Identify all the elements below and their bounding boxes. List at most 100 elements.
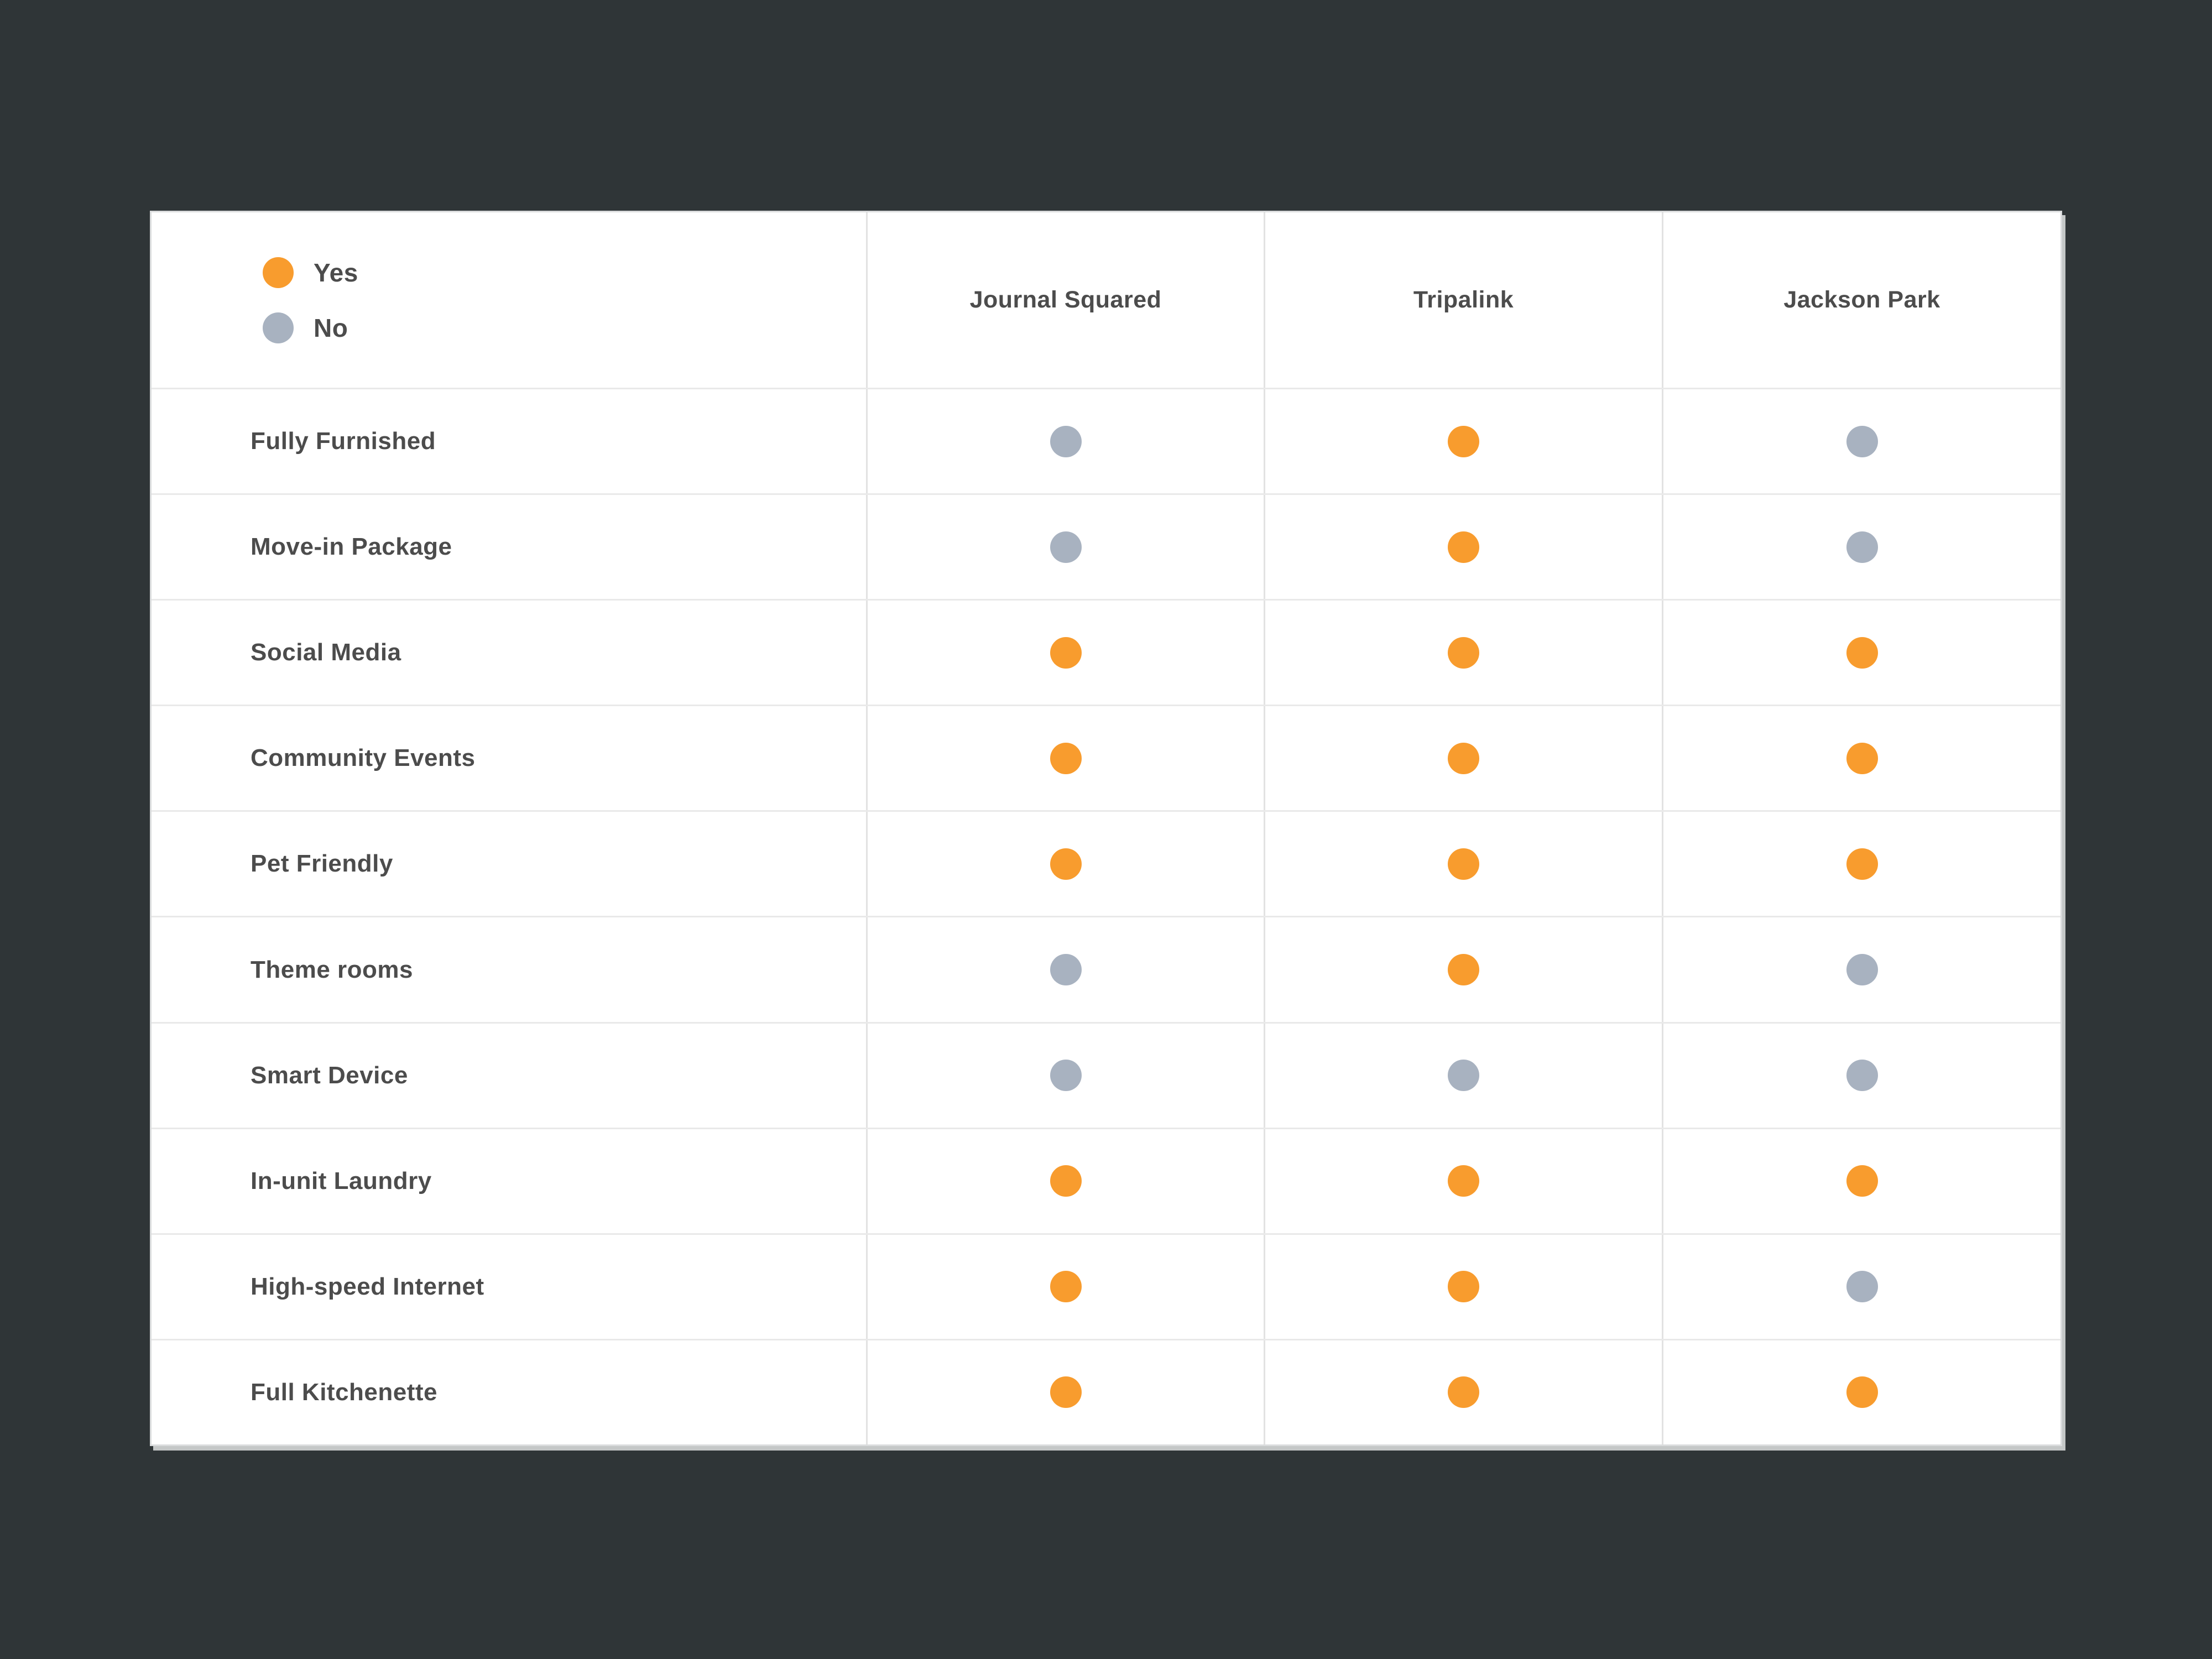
feature-label: Smart Device	[152, 1024, 866, 1128]
status-dot-icon	[1846, 425, 1878, 457]
table-row: Social Media	[152, 599, 2060, 705]
feature-label-text: High-speed Internet	[251, 1272, 484, 1300]
feature-label-text: In-unit Laundry	[251, 1167, 432, 1194]
yes-dot-icon	[263, 257, 294, 288]
table-cell	[866, 1023, 1264, 1128]
legend: Yes No	[152, 212, 866, 388]
table-cell	[1662, 1340, 2060, 1444]
status-dot-icon	[1050, 1271, 1082, 1303]
table-cell	[1662, 495, 2060, 599]
status-dot-icon	[1448, 1376, 1479, 1408]
column-header-label: Journal Squared	[969, 286, 1162, 313]
feature-label: Move-in Package	[152, 495, 866, 599]
feature-label-text: Move-in Package	[251, 533, 452, 561]
table-cell	[1662, 1129, 2060, 1233]
table-cell	[1264, 1129, 1662, 1233]
status-dot-icon	[1846, 742, 1878, 774]
status-dot-icon	[1448, 1060, 1479, 1092]
table-cell	[1662, 1023, 2060, 1128]
legend-item-no: No	[263, 312, 358, 343]
table-cell	[866, 1340, 1264, 1444]
table-row: Community Events	[152, 705, 2060, 811]
feature-label-text: Smart Device	[251, 1061, 408, 1089]
feature-label-text: Pet Friendly	[251, 850, 393, 878]
feature-label-text: Community Events	[251, 744, 476, 772]
status-dot-icon	[1050, 1376, 1082, 1408]
status-dot-icon	[1448, 425, 1479, 457]
table-row: In-unit Laundry	[152, 1127, 2060, 1233]
table-cell	[1264, 389, 1662, 494]
status-dot-icon	[1448, 1271, 1479, 1303]
status-dot-icon	[1846, 1271, 1878, 1303]
status-dot-icon	[1846, 531, 1878, 563]
legend-item-yes: Yes	[263, 257, 358, 288]
column-header-label: Jackson Park	[1783, 286, 1940, 313]
table-cell	[866, 1234, 1264, 1339]
table-cell	[1662, 812, 2060, 916]
status-dot-icon	[1448, 531, 1479, 563]
feature-label: In-unit Laundry	[152, 1129, 866, 1233]
feature-label: Pet Friendly	[152, 812, 866, 916]
feature-label: Theme rooms	[152, 917, 866, 1021]
table-cell	[1264, 495, 1662, 599]
status-dot-icon	[1846, 1060, 1878, 1092]
feature-label: Community Events	[152, 706, 866, 810]
status-dot-icon	[1448, 1165, 1479, 1197]
table-cell	[1662, 389, 2060, 494]
table-cell	[1264, 601, 1662, 705]
status-dot-icon	[1050, 742, 1082, 774]
table-cell	[866, 389, 1264, 494]
table-cell	[1264, 1234, 1662, 1339]
column-header-journal-squared: Journal Squared	[866, 212, 1264, 388]
table-row: Theme rooms	[152, 916, 2060, 1022]
no-dot-icon	[263, 312, 294, 343]
feature-label-text: Social Media	[251, 639, 401, 666]
feature-label-text: Full Kitchenette	[251, 1378, 438, 1406]
table-row: Full Kitchenette	[152, 1338, 2060, 1444]
feature-label: Full Kitchenette	[152, 1340, 866, 1444]
status-dot-icon	[1846, 848, 1878, 880]
table-cell	[866, 601, 1264, 705]
legend-label-yes: Yes	[314, 258, 358, 287]
column-header-jackson-park: Jackson Park	[1662, 212, 2060, 388]
table-cell	[866, 917, 1264, 1022]
table-cell	[866, 1129, 1264, 1233]
status-dot-icon	[1846, 1165, 1878, 1197]
comparison-card: Yes No Journal Squared Tripalink Jackson…	[150, 211, 2062, 1446]
column-header-label: Tripalink	[1413, 286, 1514, 313]
status-dot-icon	[1846, 954, 1878, 986]
status-dot-icon	[1050, 848, 1082, 880]
status-dot-icon	[1846, 637, 1878, 669]
status-dot-icon	[1050, 425, 1082, 457]
table-row: Pet Friendly	[152, 810, 2060, 916]
table-cell	[866, 812, 1264, 916]
table-row: Smart Device	[152, 1021, 2060, 1128]
status-dot-icon	[1050, 637, 1082, 669]
table-cell	[866, 495, 1264, 599]
table-cell	[1264, 1340, 1662, 1444]
status-dot-icon	[1448, 954, 1479, 986]
table-cell	[1264, 812, 1662, 916]
feature-label: Social Media	[152, 601, 866, 705]
feature-label-text: Fully Furnished	[251, 427, 436, 455]
feature-label: Fully Furnished	[152, 389, 866, 493]
table-cell	[1264, 706, 1662, 811]
feature-label-text: Theme rooms	[251, 956, 414, 983]
table-row: Fully Furnished	[152, 388, 2060, 494]
table-row: High-speed Internet	[152, 1233, 2060, 1339]
table-cell	[1264, 917, 1662, 1022]
status-dot-icon	[1448, 637, 1479, 669]
status-dot-icon	[1448, 848, 1479, 880]
status-dot-icon	[1448, 742, 1479, 774]
table-cell	[1662, 706, 2060, 811]
status-dot-icon	[1050, 531, 1082, 563]
table-cell	[1662, 601, 2060, 705]
column-header-tripalink: Tripalink	[1264, 212, 1662, 388]
status-dot-icon	[1050, 1165, 1082, 1197]
status-dot-icon	[1050, 954, 1082, 986]
table-cell	[1662, 1234, 2060, 1339]
header-row: Yes No Journal Squared Tripalink Jackson…	[152, 212, 2060, 388]
table-cell	[1264, 1023, 1662, 1128]
status-dot-icon	[1846, 1376, 1878, 1408]
